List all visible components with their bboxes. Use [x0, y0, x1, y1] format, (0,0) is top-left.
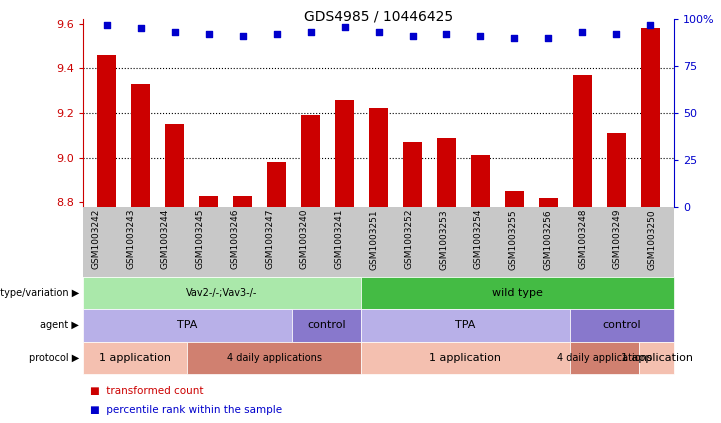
Point	[611, 31, 622, 38]
Bar	[97, 55, 116, 207]
Text: 1 application: 1 application	[430, 353, 502, 363]
Text: Vav2-/-;Vav3-/-: Vav2-/-;Vav3-/-	[186, 288, 257, 298]
Point	[474, 33, 486, 39]
Text: 4 daily applications: 4 daily applications	[226, 353, 322, 363]
Text: TPA: TPA	[177, 321, 198, 330]
Text: GSM1003241: GSM1003241	[335, 209, 344, 269]
Bar	[403, 142, 422, 207]
Point	[407, 33, 418, 39]
Bar	[301, 115, 320, 207]
Point	[645, 21, 656, 28]
Text: genotype/variation ▶: genotype/variation ▶	[0, 288, 79, 298]
Bar	[234, 196, 252, 207]
Bar	[199, 196, 218, 207]
Text: TPA: TPA	[455, 321, 476, 330]
Bar	[505, 191, 523, 207]
Text: control: control	[603, 321, 641, 330]
Point	[271, 31, 283, 38]
Text: GSM1003242: GSM1003242	[92, 209, 100, 269]
Text: GSM1003244: GSM1003244	[161, 209, 170, 269]
Text: GSM1003243: GSM1003243	[126, 209, 135, 269]
Bar	[369, 108, 388, 207]
Text: GSM1003256: GSM1003256	[544, 209, 552, 269]
Bar	[165, 124, 184, 207]
Text: 1 application: 1 application	[99, 353, 171, 363]
Text: GSM1003255: GSM1003255	[508, 209, 518, 269]
Point	[543, 34, 554, 41]
Point	[509, 34, 521, 41]
Point	[203, 31, 214, 38]
Bar	[607, 133, 626, 207]
Point	[441, 31, 452, 38]
Text: agent ▶: agent ▶	[40, 321, 79, 330]
Bar	[437, 137, 456, 207]
Point	[373, 29, 384, 36]
Bar	[539, 198, 558, 207]
Text: control: control	[307, 321, 345, 330]
Point	[339, 23, 350, 30]
Bar	[573, 75, 592, 207]
Bar	[335, 99, 354, 207]
Text: 1 application: 1 application	[621, 353, 693, 363]
Text: GSM1003246: GSM1003246	[231, 209, 239, 269]
Text: 4 daily applications: 4 daily applications	[557, 353, 652, 363]
Bar	[267, 162, 286, 207]
Text: GSM1003254: GSM1003254	[474, 209, 483, 269]
Text: wild type: wild type	[492, 288, 543, 298]
Point	[135, 25, 146, 32]
Text: GSM1003247: GSM1003247	[265, 209, 274, 269]
Point	[577, 29, 588, 36]
Bar	[131, 84, 150, 207]
Text: GSM1003245: GSM1003245	[195, 209, 205, 269]
Text: GSM1003249: GSM1003249	[613, 209, 622, 269]
Text: GSM1003251: GSM1003251	[370, 209, 379, 269]
Point	[101, 21, 112, 28]
Text: GSM1003253: GSM1003253	[439, 209, 448, 269]
Text: ■  percentile rank within the sample: ■ percentile rank within the sample	[90, 405, 282, 415]
Bar	[641, 28, 660, 207]
Text: GDS4985 / 10446425: GDS4985 / 10446425	[304, 9, 453, 23]
Text: protocol ▶: protocol ▶	[29, 353, 79, 363]
Point	[169, 29, 180, 36]
Text: GSM1003252: GSM1003252	[404, 209, 413, 269]
Text: GSM1003250: GSM1003250	[647, 209, 657, 269]
Text: GSM1003248: GSM1003248	[578, 209, 587, 269]
Point	[236, 33, 248, 39]
Bar	[471, 155, 490, 207]
Text: GSM1003240: GSM1003240	[300, 209, 309, 269]
Point	[305, 29, 317, 36]
Text: ■  transformed count: ■ transformed count	[90, 386, 203, 396]
